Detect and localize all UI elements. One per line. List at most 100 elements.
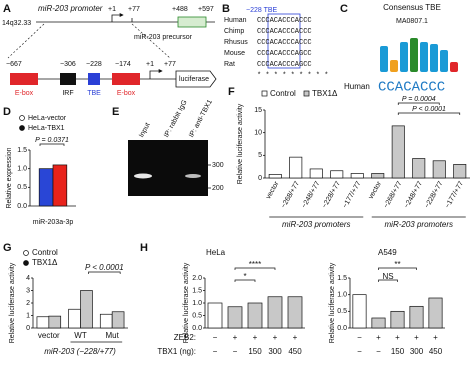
legend-marker bbox=[261, 90, 268, 97]
bar bbox=[38, 168, 54, 207]
bracket bbox=[39, 143, 65, 146]
species: Chimp bbox=[224, 28, 244, 35]
bar bbox=[371, 317, 386, 329]
position-label: −174 bbox=[115, 61, 131, 68]
bar bbox=[371, 173, 385, 179]
zoom-line bbox=[7, 23, 45, 59]
bar bbox=[36, 316, 50, 329]
position-label: +1 bbox=[108, 6, 116, 13]
bar bbox=[391, 125, 405, 179]
lane-label: IP: anti-TBX1 bbox=[188, 99, 214, 139]
bar bbox=[99, 313, 113, 329]
row-value: 150 bbox=[248, 347, 262, 356]
row-value: 300 bbox=[268, 347, 282, 356]
sequence: CCCACACCCAGCC bbox=[257, 50, 312, 58]
p-value: P = 0.0004 bbox=[402, 96, 436, 103]
x-tick-label: −268/+77 bbox=[383, 180, 404, 209]
panel-label: F bbox=[228, 86, 235, 98]
species: Mouse bbox=[224, 50, 245, 57]
bar bbox=[453, 164, 467, 179]
sequence: CCCACACCCACCC bbox=[257, 28, 312, 36]
element-label: E-box bbox=[15, 90, 34, 97]
position-label: −667 bbox=[6, 61, 22, 68]
species: Rhusus bbox=[224, 39, 248, 46]
logo-letter bbox=[420, 42, 428, 72]
logo-letter bbox=[430, 44, 438, 72]
bar bbox=[330, 170, 344, 179]
row-value: − bbox=[376, 347, 381, 356]
legend-marker bbox=[19, 125, 25, 131]
logo-letter bbox=[440, 50, 448, 72]
x-axis-label: miR-203a-3p bbox=[33, 219, 74, 226]
x-tick-label: −228/+77 bbox=[424, 180, 445, 209]
row-value: 300 bbox=[410, 347, 424, 356]
y-tick-label: 5 bbox=[258, 152, 262, 159]
legend-marker bbox=[19, 115, 25, 121]
bar bbox=[247, 302, 263, 329]
y-tick-label: 2.0 bbox=[192, 275, 202, 282]
y-tick-label: 1.0 bbox=[192, 300, 202, 307]
y-tick-label: 0.0 bbox=[337, 325, 347, 332]
legend-label: HeLa-vector bbox=[28, 115, 67, 122]
promoter-title: miR-203 promoter bbox=[38, 4, 103, 13]
bar bbox=[412, 158, 426, 179]
position-label: +488 bbox=[172, 6, 188, 13]
bar bbox=[287, 296, 303, 329]
legend-label: TBX1Δ bbox=[312, 89, 338, 98]
human-sequence: CCACACCC bbox=[378, 80, 445, 96]
row-value: 450 bbox=[429, 347, 443, 356]
panel-label: D bbox=[3, 106, 11, 118]
tss-arrow bbox=[149, 69, 163, 79]
irf bbox=[60, 73, 76, 85]
legend-label: Control bbox=[270, 89, 296, 98]
logo-letter bbox=[450, 62, 458, 72]
bracket bbox=[378, 279, 398, 282]
x-tick-label: vector bbox=[265, 180, 281, 201]
panel-label: C bbox=[340, 3, 348, 15]
position-label: +1 bbox=[146, 61, 154, 68]
y-tick-label: 0.5 bbox=[192, 312, 202, 319]
row-value: + bbox=[253, 333, 258, 342]
bar bbox=[111, 311, 125, 329]
row-value: + bbox=[273, 333, 278, 342]
bracket bbox=[234, 279, 256, 282]
bracket bbox=[88, 271, 121, 274]
x-tick-label: vector bbox=[38, 331, 60, 340]
row-value: + bbox=[293, 333, 298, 342]
y-tick-label: 1.5 bbox=[337, 275, 347, 282]
significance: NS bbox=[382, 272, 393, 281]
row-value: + bbox=[414, 333, 419, 342]
bar bbox=[289, 156, 303, 179]
bar bbox=[52, 164, 68, 207]
y-tick-label: 0 bbox=[26, 325, 30, 332]
row-value: − bbox=[357, 347, 362, 356]
y-axis-label: Relative luciferase activity bbox=[9, 262, 16, 343]
p-value: P = 0.0371 bbox=[35, 137, 69, 144]
logo-title: Consensus TBE bbox=[383, 3, 441, 12]
x-tick-label: −177/+77 bbox=[342, 180, 363, 209]
y-axis-label: Relative luciferase activity bbox=[329, 262, 336, 343]
panel-label: A bbox=[3, 3, 11, 15]
luciferase-box bbox=[175, 70, 217, 88]
y-tick-label: 3 bbox=[26, 287, 30, 294]
legend-label: Control bbox=[32, 248, 58, 257]
bar bbox=[409, 305, 424, 329]
row-value: − bbox=[233, 347, 238, 356]
row-value: 150 bbox=[391, 347, 405, 356]
panel-label: E bbox=[112, 106, 119, 118]
bracket bbox=[378, 267, 417, 270]
bar bbox=[227, 306, 243, 329]
row-value: − bbox=[357, 333, 362, 342]
band bbox=[185, 174, 201, 178]
reporter-label: luciferase bbox=[179, 76, 209, 83]
bar bbox=[68, 308, 81, 329]
x-axis-label: miR-203 (−228/+77) bbox=[44, 347, 116, 356]
bar bbox=[309, 168, 323, 179]
x-tick-label: vector bbox=[367, 180, 383, 201]
position-label: −306 bbox=[60, 61, 76, 68]
position-label: +77 bbox=[128, 6, 140, 13]
bar bbox=[432, 160, 446, 179]
ebox bbox=[112, 73, 140, 85]
y-tick-label: 0.5 bbox=[337, 308, 347, 315]
